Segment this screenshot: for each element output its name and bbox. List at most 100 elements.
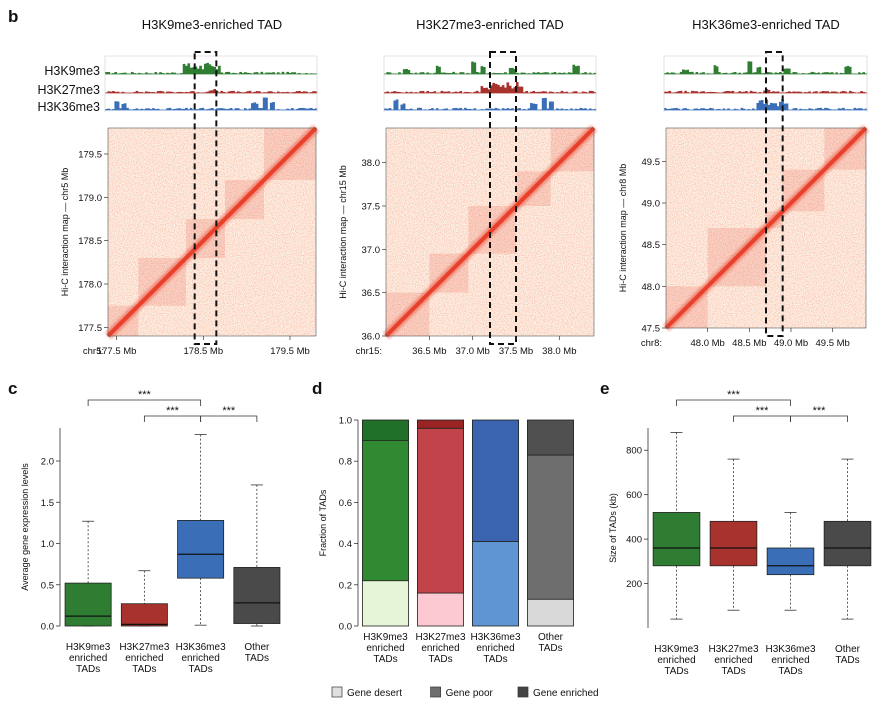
track-bar: [251, 103, 254, 110]
track-bar: [853, 107, 857, 110]
bar-segment-gene-desert: [471, 541, 519, 627]
track-bar: [187, 109, 191, 110]
track-bar: [853, 92, 857, 93]
track-bar: [485, 108, 488, 110]
track-bar: [826, 108, 829, 110]
track-bar: [272, 72, 275, 74]
track-bar: [551, 91, 554, 93]
track-bar: [170, 91, 174, 93]
y-tick-label: 177.5: [78, 323, 102, 334]
track-bar: [386, 91, 390, 93]
track-bar: [208, 108, 212, 110]
track-bar: [794, 72, 798, 74]
category-label: Other TADs: [244, 642, 270, 664]
track-bar: [409, 108, 413, 110]
track-bar: [478, 72, 481, 74]
significance-label: ***: [222, 405, 236, 417]
track-bar: [114, 101, 118, 110]
track-bar: [518, 108, 521, 110]
track-bar: [518, 86, 521, 93]
track-bar: [407, 109, 411, 110]
track-bar: [480, 66, 484, 74]
track-bar: [196, 68, 200, 74]
track-bar: [862, 72, 866, 74]
bar-segment-gene-desert: [361, 580, 409, 627]
track-bar: [137, 109, 141, 110]
track-bar: [745, 90, 748, 93]
track-bar: [232, 90, 235, 93]
track-bar: [300, 107, 304, 110]
y-axis-label: Average gene expression levels: [20, 463, 30, 591]
hic-panel-1: H3K9me3-enriched TAD H3K9me3 H3K27me3 H3K36…: [37, 17, 320, 357]
track-bar: [149, 73, 153, 74]
track-bar: [461, 72, 465, 74]
track-bar: [851, 91, 854, 93]
track-bar: [175, 92, 179, 93]
track-bar: [830, 72, 834, 74]
track-bar: [428, 92, 432, 93]
significance-label: ***: [138, 389, 152, 401]
track-bar: [272, 102, 275, 110]
x-tick-label: 178.5 Mb: [184, 346, 224, 357]
track-bar: [384, 92, 387, 93]
track-bar: [697, 109, 701, 110]
track-bar: [269, 91, 273, 93]
track-bar: [733, 92, 737, 93]
track-bar: [213, 109, 217, 110]
track-bar: [149, 109, 153, 110]
track-bar: [722, 72, 726, 74]
y-tick-label: 49.5: [642, 157, 661, 168]
track-bar: [511, 108, 514, 110]
track-bar: [464, 107, 467, 110]
track-bar: [255, 72, 259, 74]
track-bar: [713, 65, 717, 74]
track-bar: [248, 90, 252, 93]
track-bar: [513, 69, 517, 74]
track-bar: [508, 108, 512, 110]
y-tick-label: 179.0: [78, 193, 102, 204]
track-bar: [203, 63, 207, 74]
track-bar: [792, 72, 796, 74]
track-bar: [864, 108, 868, 110]
track-bar: [440, 72, 444, 74]
track-bar: [281, 92, 285, 93]
track-bar: [826, 72, 829, 74]
track-bar: [258, 108, 261, 110]
track-bar: [386, 108, 390, 110]
track-bar: [482, 67, 486, 74]
track-bar: [239, 109, 242, 110]
track-bar: [309, 92, 313, 93]
track-bar: [668, 90, 672, 93]
box: [709, 520, 758, 567]
track-bar: [414, 92, 418, 93]
track-bar: [785, 103, 789, 110]
track-bar: [473, 91, 477, 93]
y-tick-label: 2.0: [41, 457, 54, 468]
track-bar: [173, 72, 176, 74]
track-bar: [758, 92, 762, 93]
track-bar: [166, 91, 169, 93]
track-bar: [428, 73, 432, 74]
y-tick-label: 38.0: [362, 158, 381, 169]
box: [233, 567, 281, 624]
track-bar: [123, 103, 127, 110]
track-bar: [797, 91, 800, 93]
track-bar: [560, 90, 564, 93]
track-bar: [305, 91, 308, 93]
track-bar: [664, 91, 667, 93]
track-bar: [558, 92, 561, 93]
y-tick-label: 48.0: [642, 282, 661, 293]
track-bar: [281, 71, 285, 74]
track-bar: [817, 107, 820, 110]
track-bar: [688, 72, 692, 74]
track-bar: [537, 91, 540, 93]
track-bar: [539, 72, 543, 74]
track-bar: [166, 108, 169, 110]
track-bar: [812, 72, 816, 74]
track-bar: [593, 92, 597, 93]
track-bar: [182, 92, 186, 93]
track-bar: [185, 65, 188, 74]
highlight-box: [193, 51, 218, 345]
track-bar: [395, 99, 399, 110]
track-bar: [220, 72, 224, 74]
